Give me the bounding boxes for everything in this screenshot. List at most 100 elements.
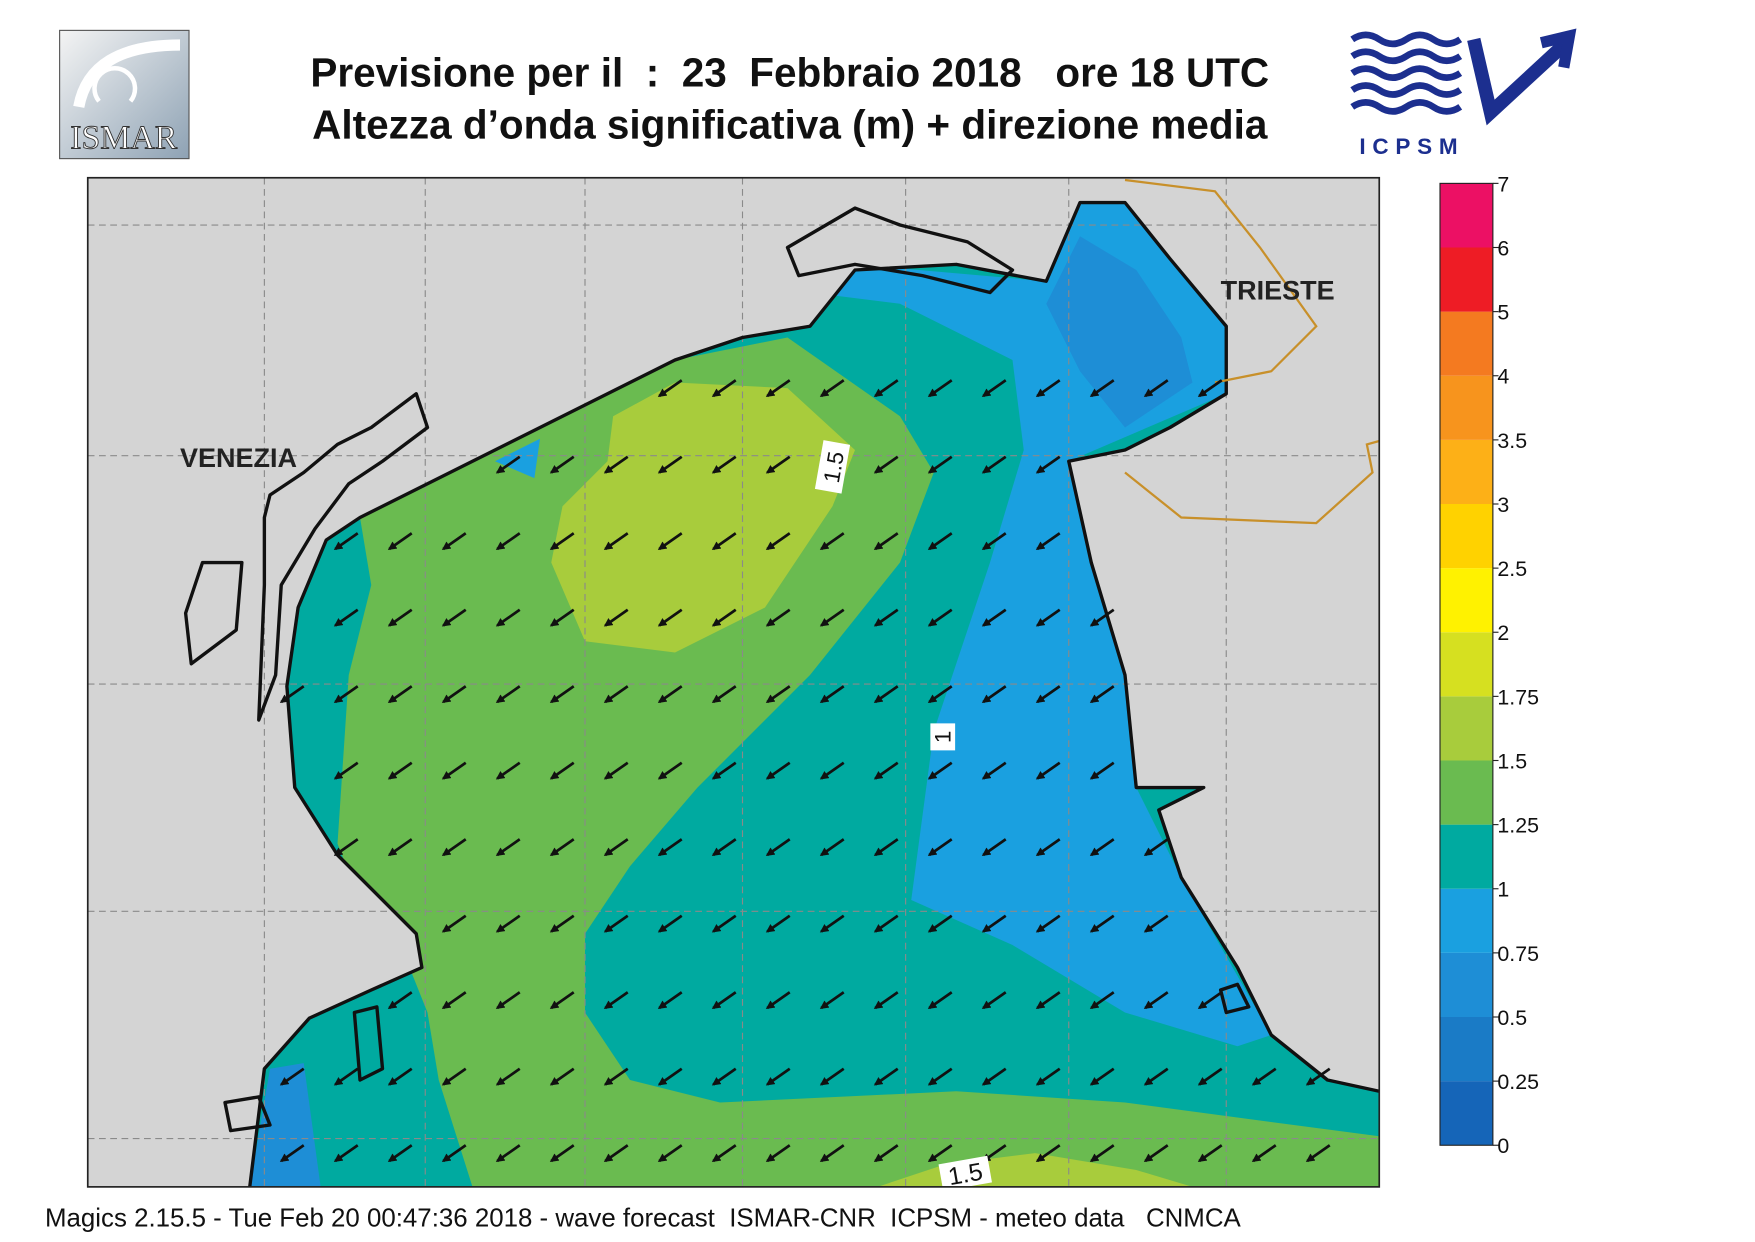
arrow — [333, 1144, 359, 1163]
arrow — [873, 1144, 899, 1163]
arrow — [279, 1144, 305, 1163]
arrow — [765, 1067, 791, 1086]
arrow — [1035, 991, 1061, 1010]
arrow — [873, 608, 899, 627]
arrow — [711, 379, 737, 398]
arrow — [603, 914, 629, 933]
arrow — [657, 914, 683, 933]
arrow — [765, 608, 791, 627]
arrow — [927, 532, 953, 551]
arrow — [1143, 914, 1169, 933]
arrow — [549, 608, 575, 627]
arrow — [387, 532, 413, 551]
arrow — [549, 838, 575, 857]
arrow — [927, 1067, 953, 1086]
arrow — [981, 455, 1007, 474]
colorbar-tick-label: 0.25 — [1497, 1070, 1539, 1094]
colorbar-segment — [1440, 888, 1493, 953]
colorbar-tick-label: 1.75 — [1497, 685, 1539, 709]
arrow — [441, 761, 467, 780]
arrow — [927, 838, 953, 857]
arrow — [549, 991, 575, 1010]
arrow — [333, 1067, 359, 1086]
arrow — [603, 532, 629, 551]
arrow — [711, 608, 737, 627]
arrow — [441, 1067, 467, 1086]
contour-label: 1.5 — [819, 450, 849, 485]
arrow — [1143, 1144, 1169, 1163]
arrow — [765, 532, 791, 551]
contour-label-box: 1.5 — [938, 1155, 992, 1187]
arrow — [819, 1067, 845, 1086]
colorbar-segment — [1440, 696, 1493, 761]
arrow — [1143, 838, 1169, 857]
arrow — [657, 379, 683, 398]
arrow — [765, 914, 791, 933]
colorbar-segment — [1440, 1017, 1493, 1082]
arrow — [873, 991, 899, 1010]
arrow — [657, 1067, 683, 1086]
arrow — [549, 914, 575, 933]
arrow — [981, 379, 1007, 398]
arrow — [333, 838, 359, 857]
arrow — [603, 1144, 629, 1163]
arrow — [1089, 1067, 1115, 1086]
colorbar-segment — [1440, 952, 1493, 1017]
arrow — [765, 455, 791, 474]
arrow — [711, 685, 737, 704]
arrow — [873, 914, 899, 933]
arrow — [441, 532, 467, 551]
arrow — [549, 1144, 575, 1163]
arrow — [1035, 1144, 1061, 1163]
arrow — [711, 914, 737, 933]
arrow — [657, 685, 683, 704]
arrow — [981, 608, 1007, 627]
arrow — [1251, 1067, 1277, 1086]
arrow — [441, 838, 467, 857]
arrow — [495, 914, 521, 933]
contour-label: 1 — [931, 731, 956, 744]
colorbar-segment — [1440, 183, 1493, 248]
arrow — [549, 685, 575, 704]
logo-ismar: ISMAR — [59, 29, 190, 160]
arrow — [1089, 991, 1115, 1010]
arrow — [1197, 379, 1223, 398]
arrow — [387, 1067, 413, 1086]
colorbar-segment — [1440, 439, 1493, 504]
arrow — [819, 761, 845, 780]
colorbar-frame — [1439, 182, 1494, 1146]
colorbar-tick-label: 1.5 — [1497, 749, 1527, 773]
arrow — [1035, 379, 1061, 398]
arrow — [495, 838, 521, 857]
arrow — [981, 761, 1007, 780]
colorbar-tick-label: 6 — [1497, 236, 1509, 260]
arrow — [765, 685, 791, 704]
wave-direction-arrows — [279, 379, 1331, 1163]
arrow — [873, 532, 899, 551]
arrow — [441, 991, 467, 1010]
arrow — [603, 838, 629, 857]
colorbar-segment — [1440, 1081, 1493, 1146]
arrow — [495, 532, 521, 551]
arrow — [603, 685, 629, 704]
arrow — [603, 1067, 629, 1086]
arrow — [981, 685, 1007, 704]
arrow — [333, 685, 359, 704]
colorbar-tick-label: 2.5 — [1497, 557, 1527, 581]
arrow — [1089, 379, 1115, 398]
arrow — [711, 532, 737, 551]
colorbar-tick-label: 0 — [1497, 1134, 1509, 1158]
logo-text: ISMAR — [70, 120, 177, 157]
arrow — [1035, 455, 1061, 474]
arrow — [603, 455, 629, 474]
colorbar-tick-label: 3 — [1497, 493, 1509, 517]
arrow — [1089, 761, 1115, 780]
arrow — [927, 685, 953, 704]
arrow — [387, 608, 413, 627]
colorbar: 0 0.25 0.5 0.75 1 1.25 1.5 1.75 2 2.5 3 3.5 4 5 6 7 — [1439, 172, 1539, 1158]
arrow — [873, 685, 899, 704]
arrow — [441, 914, 467, 933]
arrow — [981, 991, 1007, 1010]
arrow — [711, 1067, 737, 1086]
arrow — [495, 455, 521, 474]
